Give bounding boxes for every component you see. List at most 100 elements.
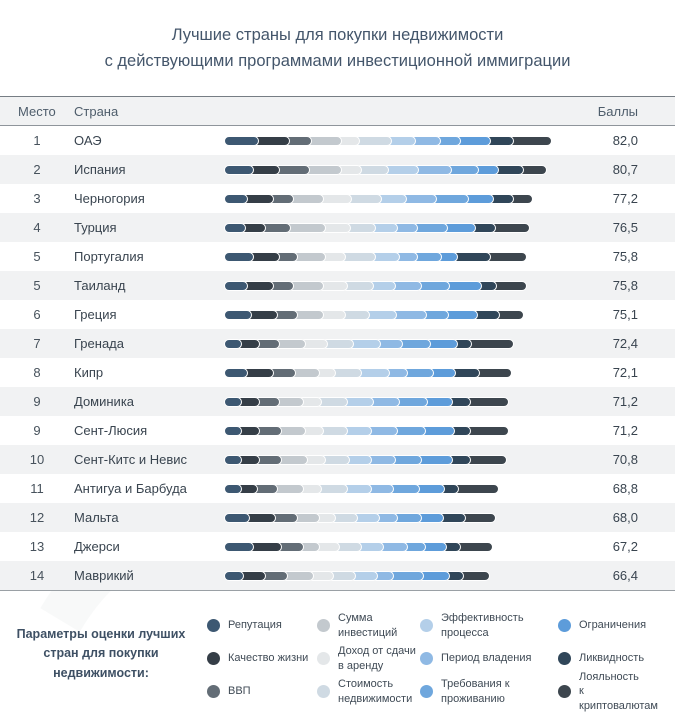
table-row: 11 Антигуа и Барбуда 68,8 [0,474,675,503]
row-place: 8 [33,365,41,380]
row-score: 70,8 [612,452,638,467]
table-row: 10 Сент-Китс и Невис 70,8 [0,445,675,474]
table-row: 6 Греция 75,1 [0,300,675,329]
stacked-bar [224,193,595,205]
bar-segment [224,164,254,175]
bar-segment [224,367,248,378]
header-score: Баллы [597,103,638,119]
stacked-bar [224,541,595,553]
row-country: Сент-Люсия [74,423,148,438]
bar-segment [465,454,508,465]
legend-item: Репутация [207,618,317,632]
stacked-bar [224,512,595,524]
row-bar-cell [224,164,595,176]
legend-column: Сумма инвестиций Доход от сдачи в аренду С… [317,609,420,708]
legend-dot-icon [558,651,571,665]
row-score: 80,7 [612,162,638,177]
row-place: 10 [29,452,45,467]
page-title: Лучшие страны для покупки недвижимости с… [0,22,675,74]
row-country: Кипр [74,365,104,380]
legend-dot-icon [317,652,330,665]
bar-segment [224,309,252,320]
row-country: Джерси [74,539,120,554]
row-bar-cell [224,193,595,205]
stacked-bar [224,483,595,495]
row-score: 71,2 [612,394,638,409]
table-row: 1 ОАЭ 82,0 [0,126,675,155]
row-score: 75,8 [612,278,638,293]
bar-segment [474,367,513,378]
legend-item: Сумма инвестиций [317,611,420,640]
row-score: 72,4 [612,336,638,351]
row-bar-cell [224,280,595,292]
row-place: 5 [33,249,41,264]
table-row: 9 Доминика 71,2 [0,387,675,416]
row-score: 67,2 [612,539,638,554]
bar-segment [507,135,552,146]
legend-item-label: Требования к проживанию [441,678,510,705]
legend-dot-icon [558,685,571,698]
stacked-bar [224,135,595,147]
legend-item: Период владения [420,651,558,665]
row-country: Сент-Китс и Невис [74,452,187,467]
row-score: 71,2 [612,423,638,438]
row-country: Португалия [74,249,144,264]
row-place: 5 [33,278,41,293]
legend-item: Ограничения [558,618,665,632]
row-score: 77,2 [612,191,638,206]
stacked-bar [224,367,595,379]
legend-item-label: Эффективность процесса [441,612,524,639]
row-place: 9 [33,394,41,409]
table-header-row: Место Страна Баллы [0,96,675,126]
stacked-bar [224,251,595,263]
row-country: Таиланд [74,278,126,293]
legend-columns: Репутация Качество жизни ВВП Сумма инвестиц… [207,609,665,712]
row-bar-cell [224,512,595,524]
row-score: 75,1 [612,307,638,322]
row-score: 68,0 [612,510,638,525]
row-place: 11 [30,481,44,496]
legend-item-label: Стоимость недвижимости [338,678,413,705]
legend-item-label: Период владения [441,652,532,665]
row-bar-cell [224,396,595,408]
stacked-bar [224,570,595,582]
row-bar-cell [224,309,595,321]
bar-segment [224,251,254,262]
row-place: 14 [29,568,45,583]
row-bar-cell [224,222,595,234]
row-bar-cell [224,251,595,263]
legend-item: Ликвидность [558,651,665,665]
row-score: 72,1 [612,365,638,380]
bar-segment [224,483,242,494]
legend-item-label: Качество жизни [228,652,309,665]
legend-item-label: Ограничения [579,619,647,632]
header-country: Страна [74,103,119,119]
row-score: 68,8 [612,481,638,496]
table-row: 3 Черногория 77,2 [0,184,675,213]
table-row: 12 Мальта 68,0 [0,503,675,532]
legend-column: Репутация Качество жизни ВВП [207,609,317,708]
bar-segment [284,222,326,233]
row-country: Антигуа и Барбуда [74,481,187,496]
row-place: 9 [33,423,41,438]
table-rows: 1 ОАЭ 82,0 2 Испания 80,7 3 Черногория 77,2 4 Турц… [0,126,675,591]
bar-segment [224,338,242,349]
legend-dot-icon [558,618,571,632]
row-bar-cell [224,135,595,147]
row-bar-cell [224,541,595,553]
row-place: 4 [33,220,41,235]
legend-item-label: ВВП [228,685,251,698]
table-row: 14 Маврикий 66,4 [0,561,675,590]
row-country: Испания [74,162,126,177]
legend-item-label: Ликвидность [579,652,645,665]
row-bar-cell [224,570,595,582]
row-score: 75,8 [612,249,638,264]
legend-dot-icon [420,685,433,698]
bar-segment [224,222,246,233]
stacked-bar [224,425,595,437]
row-place: 3 [33,191,41,206]
row-score: 82,0 [612,133,638,148]
row-country: Турция [74,220,117,235]
stacked-bar [224,222,595,234]
legend-item-label: Сумма инвестиций [338,612,398,639]
